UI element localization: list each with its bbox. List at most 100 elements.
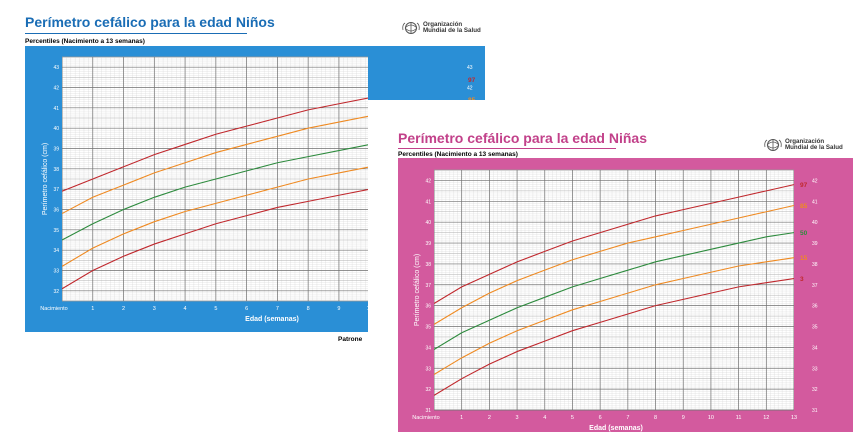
girls-y-tick-label-right: 31: [812, 408, 818, 414]
who-emblem-icon: [402, 22, 420, 34]
boys-percentile-line-85: [62, 115, 368, 215]
boys-title-rule: [25, 33, 247, 34]
girls-percentile-label-85: 85: [800, 203, 808, 210]
boys-chart-subtitle: Percentiles (Nacimiento a 13 semanas): [25, 38, 145, 45]
boys-x-tick-label: 9: [337, 306, 340, 312]
girls-plot-group: [434, 169, 794, 411]
boys-y-tick-label: 35: [53, 228, 59, 234]
girls-y-tick-label-right: 41: [812, 199, 818, 205]
who-name-line2: Mundial de la Salud: [423, 27, 481, 34]
girls-x-tick-label: 8: [654, 415, 657, 421]
girls-y-tick-label-right: 38: [812, 262, 818, 268]
girls-x-tick-label: 11: [736, 415, 742, 421]
boys-who-logo: Organización Mundial de la Salud: [402, 21, 481, 35]
boys-chart-sheet: Perímetro cefálico para la edad Niños Pe…: [0, 0, 500, 350]
girls-y-tick-label: 36: [425, 304, 431, 310]
girls-x-tick-label: 4: [543, 415, 546, 421]
girls-percentile-label-50: 50: [800, 230, 808, 237]
boys-y-tick-label: 33: [53, 269, 59, 275]
boys-y-tick-label: 34: [53, 248, 59, 254]
boys-x-tick-label: 6: [245, 306, 248, 312]
girls-chart-subtitle: Percentiles (Nacimiento a 13 semanas): [398, 151, 518, 158]
girls-percentile-line-3: [434, 277, 794, 396]
girls-x-tick-label: 3: [516, 415, 519, 421]
boys-chart-plot: 9785501533233343536373839404142433233343…: [40, 56, 476, 323]
girls-y-tick-label: 35: [425, 325, 431, 331]
girls-x-tick-label: 2: [488, 415, 491, 421]
boys-y-axis-title: Perímetro cefálico (cm): [42, 143, 49, 215]
boys-x-tick-label: 4: [184, 306, 187, 312]
girls-y-tick-label-right: 35: [812, 325, 818, 331]
girls-title-rule: [398, 148, 616, 149]
girls-y-tick-label: 42: [425, 178, 431, 184]
boys-y-tick-label: 32: [53, 289, 59, 295]
girls-x-tick-label: 5: [571, 415, 574, 421]
girls-y-axis-title: Perímetro cefálico (cm): [414, 254, 421, 326]
who-name-line1: Organización: [423, 20, 463, 28]
girls-percentile-line-15: [434, 257, 794, 375]
girls-y-tick-label: 38: [425, 262, 431, 268]
boys-footer-text: Patrone: [338, 336, 363, 343]
who-emblem-icon: [764, 139, 782, 151]
girls-x-tick-label: 9: [682, 415, 685, 421]
boys-chart-title: Perímetro cefálico para la edad Niños: [25, 14, 275, 30]
girls-y-tick-label: 32: [425, 387, 431, 393]
girls-y-tick-label: 33: [425, 366, 431, 372]
girls-who-logo: Organización Mundial de la Salud: [764, 138, 843, 152]
boys-x-tick-label: 2: [122, 306, 125, 312]
boys-y-tick-label: 42: [53, 86, 59, 92]
girls-x-tick-label: 12: [763, 415, 769, 421]
boys-percentile-label-97: 97: [468, 77, 476, 84]
boys-percentile-line-97: [62, 97, 368, 192]
boys-y-tick-label-right: 42: [467, 86, 473, 92]
girls-y-tick-label: 31: [425, 408, 431, 414]
boys-x-tick-label: 8: [307, 306, 310, 312]
boys-percentile-line-15: [62, 166, 368, 267]
boys-mid-grid: [62, 56, 368, 302]
boys-y-tick-label: 41: [53, 106, 59, 112]
girls-y-tick-label: 40: [425, 220, 431, 226]
girls-percentile-label-3: 3: [800, 276, 804, 283]
girls-y-tick-label-right: 40: [812, 220, 818, 226]
boys-percentile-line-50: [62, 144, 368, 241]
girls-y-tick-label-right: 34: [812, 345, 818, 351]
girls-y-tick-label-right: 32: [812, 387, 818, 393]
boys-x-tick-label: 3: [153, 306, 156, 312]
girls-y-tick-label: 37: [425, 283, 431, 289]
girls-y-tick-label-right: 42: [812, 178, 818, 184]
girls-percentile-line-50: [434, 232, 794, 350]
girls-y-tick-label: 34: [425, 345, 431, 351]
who-name-line2: Mundial de la Salud: [785, 144, 843, 151]
girls-plot-area: [434, 169, 794, 411]
girls-x-axis-title: Edad (semanas): [589, 425, 643, 432]
girls-y-tick-label-right: 39: [812, 241, 818, 247]
girls-x-tick-label: 6: [599, 415, 602, 421]
girls-x-tick-label: 10: [708, 415, 714, 421]
boys-y-tick-label-right: 43: [467, 65, 473, 71]
boys-x-tick-label: 7: [276, 306, 279, 312]
girls-y-tick-label: 39: [425, 241, 431, 247]
girls-percentile-line-97: [434, 184, 794, 305]
boys-y-tick-label: 38: [53, 167, 59, 173]
girls-chart-plot: 9785501533132333435363738394041423132333…: [412, 169, 818, 432]
girls-chart-title: Perímetro cefálico para la edad Niñas: [398, 130, 647, 146]
girls-percentile-line-85: [434, 204, 794, 325]
girls-chart-sheet: Perímetro cefálico para la edad Niñas Pe…: [368, 100, 853, 432]
girls-x-tick-label: 13: [791, 415, 797, 421]
boys-x-tick-label: Nacimiento: [40, 306, 68, 312]
girls-y-tick-label: 41: [425, 199, 431, 205]
boys-y-tick-label: 43: [53, 65, 59, 71]
girls-y-tick-label-right: 33: [812, 366, 818, 372]
girls-x-tick-label: 7: [626, 415, 629, 421]
boys-x-tick-label: 5: [214, 306, 217, 312]
boys-y-tick-label: 39: [53, 147, 59, 153]
boys-y-tick-label: 36: [53, 208, 59, 214]
girls-y-tick-label-right: 37: [812, 283, 818, 289]
girls-y-tick-label-right: 36: [812, 304, 818, 310]
boys-y-tick-label: 37: [53, 187, 59, 193]
boys-x-axis-title: Edad (semanas): [245, 316, 299, 323]
who-name-line1: Organización: [785, 137, 825, 145]
boys-percentile-line-3: [62, 188, 368, 290]
girls-percentile-label-97: 97: [800, 182, 808, 189]
boys-x-tick-label: 1: [91, 306, 94, 312]
